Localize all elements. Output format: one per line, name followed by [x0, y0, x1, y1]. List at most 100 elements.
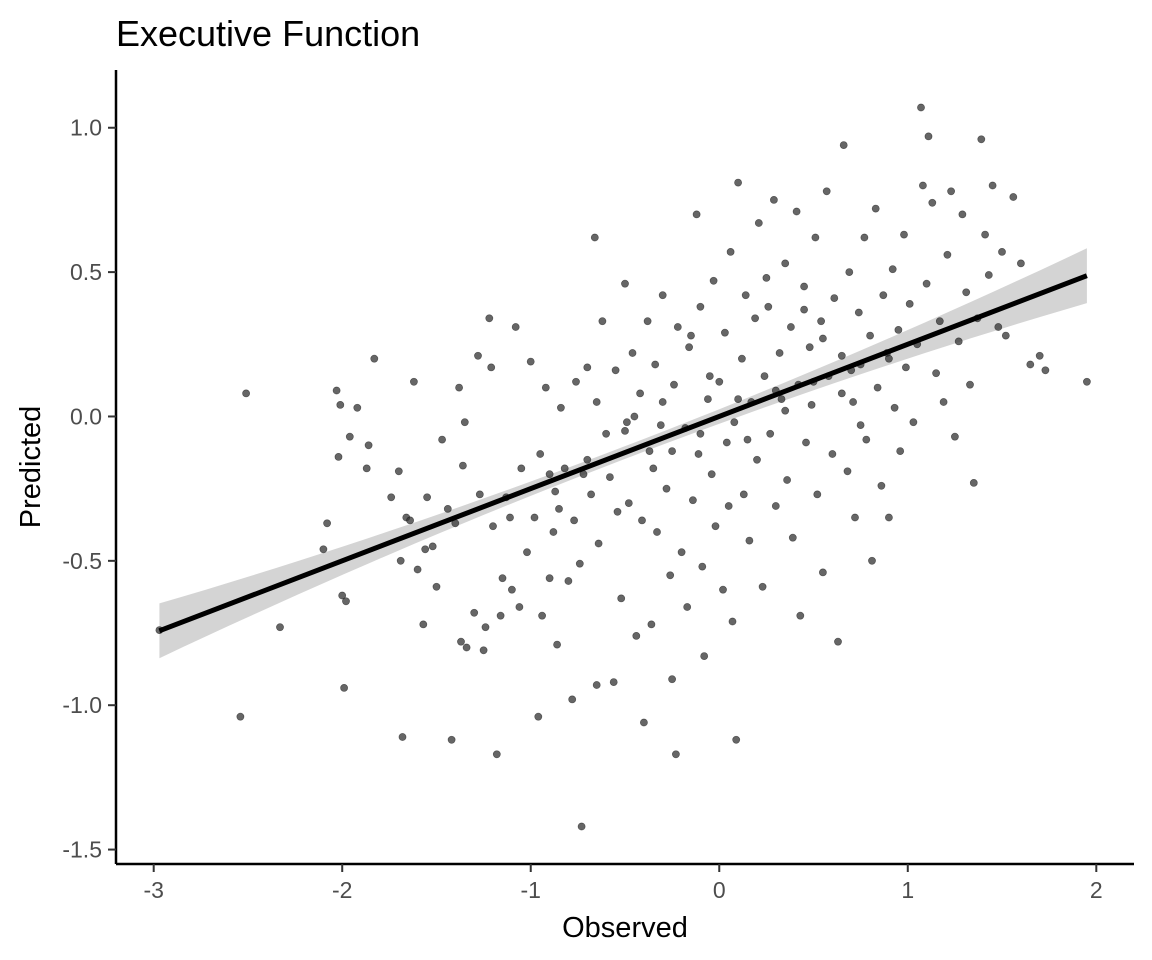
- data-point: [421, 545, 430, 554]
- data-point: [885, 354, 893, 363]
- data-point: [553, 640, 561, 649]
- data-point: [621, 426, 629, 435]
- data-point: [645, 447, 654, 455]
- data-point: [475, 490, 484, 499]
- data-point: [751, 314, 759, 323]
- data-point: [638, 516, 646, 525]
- data-point: [839, 141, 848, 149]
- data-point: [666, 571, 675, 580]
- data-point: [994, 323, 1003, 331]
- data-point: [726, 247, 735, 256]
- data-point: [498, 574, 507, 583]
- data-point: [709, 276, 718, 285]
- data-point: [575, 559, 584, 568]
- data-point: [894, 325, 903, 334]
- data-point: [458, 461, 467, 470]
- data-point: [728, 617, 737, 626]
- data-point: [1035, 351, 1044, 360]
- data-point: [432, 582, 441, 591]
- data-point: [485, 314, 494, 323]
- data-point: [707, 470, 716, 479]
- data-point: [862, 435, 871, 444]
- data-point: [362, 464, 371, 473]
- data-point: [338, 591, 347, 600]
- data-point: [724, 502, 733, 510]
- data-point: [602, 429, 610, 438]
- data-point: [687, 331, 695, 340]
- data-point: [340, 684, 348, 692]
- data-point: [851, 513, 859, 522]
- data-point: [406, 516, 414, 525]
- data-point: [534, 712, 543, 721]
- data-point: [489, 522, 497, 531]
- data-point: [409, 377, 418, 386]
- data-point: [692, 210, 701, 219]
- y-axis-title: Predicted: [15, 406, 47, 529]
- data-point: [788, 533, 797, 542]
- data-point: [583, 363, 592, 372]
- data-point: [935, 317, 944, 326]
- data-point: [754, 219, 763, 227]
- data-point: [760, 372, 769, 380]
- data-point: [624, 499, 633, 507]
- data-point: [364, 441, 373, 450]
- data-point: [685, 343, 693, 352]
- data-point: [715, 377, 724, 386]
- data-point: [457, 637, 465, 646]
- data-point: [834, 637, 842, 646]
- y-tick-label: -1.5: [62, 837, 102, 863]
- data-point: [443, 504, 452, 513]
- data-point: [387, 493, 396, 502]
- data-point: [977, 135, 986, 144]
- data-point: [932, 369, 940, 378]
- data-point: [696, 429, 705, 438]
- data-point: [771, 502, 780, 510]
- data-point: [345, 432, 354, 441]
- data-point: [800, 305, 808, 314]
- data-point: [236, 712, 245, 721]
- data-point: [722, 438, 731, 447]
- data-point: [819, 568, 827, 577]
- data-point: [828, 450, 837, 458]
- y-ticks: -1.5 -1.0 -0.5 0.0 0.5 1.0: [62, 115, 116, 863]
- data-point: [353, 403, 362, 412]
- data-point: [954, 337, 963, 346]
- data-point: [743, 435, 752, 444]
- data-point: [868, 556, 876, 565]
- data-point: [984, 271, 993, 279]
- data-point: [854, 308, 863, 317]
- data-point: [428, 542, 437, 551]
- data-point: [939, 398, 948, 406]
- data-point: [721, 328, 729, 337]
- data-point: [817, 317, 825, 326]
- data-point: [673, 323, 682, 331]
- x-axis-title: Observed: [562, 912, 688, 944]
- data-point: [822, 187, 831, 196]
- data-point: [689, 496, 697, 505]
- x-ticks: -3 -2 -1 0 1 2: [143, 864, 1103, 903]
- data-point: [640, 718, 648, 727]
- data-point: [506, 513, 514, 522]
- data-point: [632, 632, 641, 640]
- data-point: [966, 380, 974, 389]
- data-point: [902, 363, 910, 372]
- data-point: [700, 652, 709, 660]
- data-point: [611, 366, 620, 375]
- data-point: [592, 681, 601, 689]
- data-point: [873, 383, 882, 392]
- data-point: [998, 247, 1006, 256]
- data-point: [1009, 193, 1018, 201]
- data-point: [969, 478, 978, 487]
- data-point: [981, 230, 989, 239]
- data-point: [656, 421, 665, 429]
- data-point: [609, 678, 618, 686]
- data-point: [276, 623, 284, 632]
- data-point: [323, 519, 331, 528]
- data-point: [924, 132, 933, 141]
- data-point: [770, 195, 778, 204]
- data-point: [474, 351, 482, 360]
- data-point: [470, 608, 479, 617]
- data-point: [653, 528, 661, 536]
- data-point: [947, 187, 955, 196]
- data-point: [988, 181, 997, 190]
